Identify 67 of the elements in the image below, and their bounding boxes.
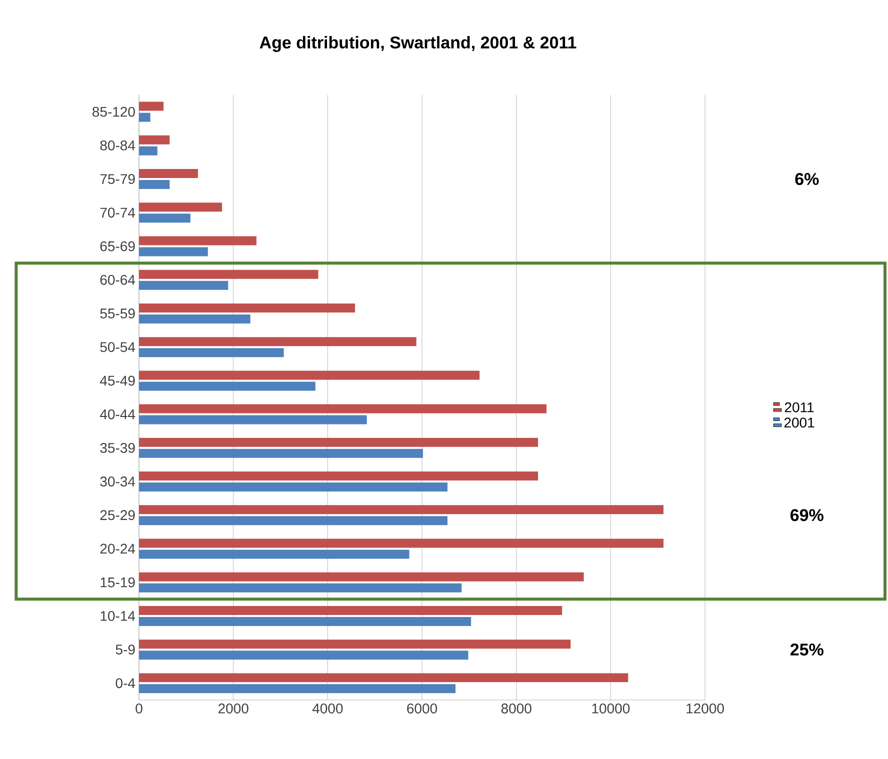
bar (139, 180, 170, 190)
bar (139, 169, 198, 178)
bar (139, 112, 150, 122)
y-tick-label: 55-59 (100, 308, 135, 318)
bar (139, 348, 284, 358)
x-tick-label: 10000 (592, 704, 630, 714)
bar (139, 382, 316, 391)
bar (139, 684, 456, 694)
bar (139, 404, 547, 414)
bar (139, 606, 562, 615)
y-tick-label: 35-39 (100, 442, 135, 453)
y-tick-label: 5-9 (116, 644, 135, 655)
bar (139, 472, 538, 481)
bar (139, 438, 538, 447)
legend-label: 2011 (784, 402, 814, 412)
y-tick-label: 60-64 (100, 274, 136, 285)
bar (139, 538, 664, 548)
bar (139, 135, 170, 144)
bar (139, 448, 423, 458)
bar (139, 236, 256, 246)
bar (139, 214, 190, 223)
bar (139, 102, 164, 111)
y-tick-label: 50-54 (100, 342, 136, 352)
y-tick-label: 30-34 (100, 476, 136, 486)
x-tick-label: 2000 (218, 704, 248, 714)
y-tick-label: 85-120 (92, 106, 135, 117)
bar (139, 146, 158, 156)
y-tick-label: 45-49 (100, 376, 135, 386)
text: 69% (790, 509, 824, 522)
bar (139, 280, 228, 290)
y-tick-label: 20-24 (100, 544, 136, 554)
bar (139, 640, 571, 649)
y-tick-label: 10-14 (100, 611, 136, 621)
bar (139, 314, 250, 324)
y-tick-label: 80-84 (100, 140, 136, 150)
y-tick-label: 75-79 (100, 174, 135, 184)
bar (139, 505, 664, 514)
text: 25% (790, 644, 824, 656)
bar (139, 572, 584, 582)
bar (139, 583, 462, 592)
bar (139, 303, 356, 312)
chart-title: Age ditribution, Swartland, 2001 & 2011 (260, 36, 576, 52)
bar (139, 616, 472, 626)
bar (139, 337, 416, 346)
bar (139, 270, 318, 279)
y-tick-label: 70-74 (100, 208, 136, 218)
bar (139, 202, 222, 212)
bar (139, 247, 208, 256)
x-tick-label: 12000 (686, 704, 724, 714)
x-tick-label: 0 (136, 704, 142, 714)
y-tick-label: 40-44 (100, 409, 136, 420)
text: 6% (795, 173, 819, 186)
y-tick-label: 65-69 (100, 241, 135, 252)
y-tick-label: 0-4 (116, 678, 136, 688)
x-tick-label: 8000 (501, 704, 532, 714)
bar (139, 482, 448, 492)
x-tick-label: 4000 (312, 704, 343, 714)
bar (139, 415, 367, 424)
x-tick-label: 6000 (407, 704, 438, 714)
bar (139, 370, 480, 380)
bar (139, 650, 468, 660)
legend-label: 2001 (784, 418, 814, 428)
bar (139, 673, 628, 682)
y-tick-label: 15-19 (100, 577, 135, 588)
bar (139, 550, 410, 559)
bar (139, 516, 448, 526)
y-tick-label: 25-29 (100, 510, 135, 520)
